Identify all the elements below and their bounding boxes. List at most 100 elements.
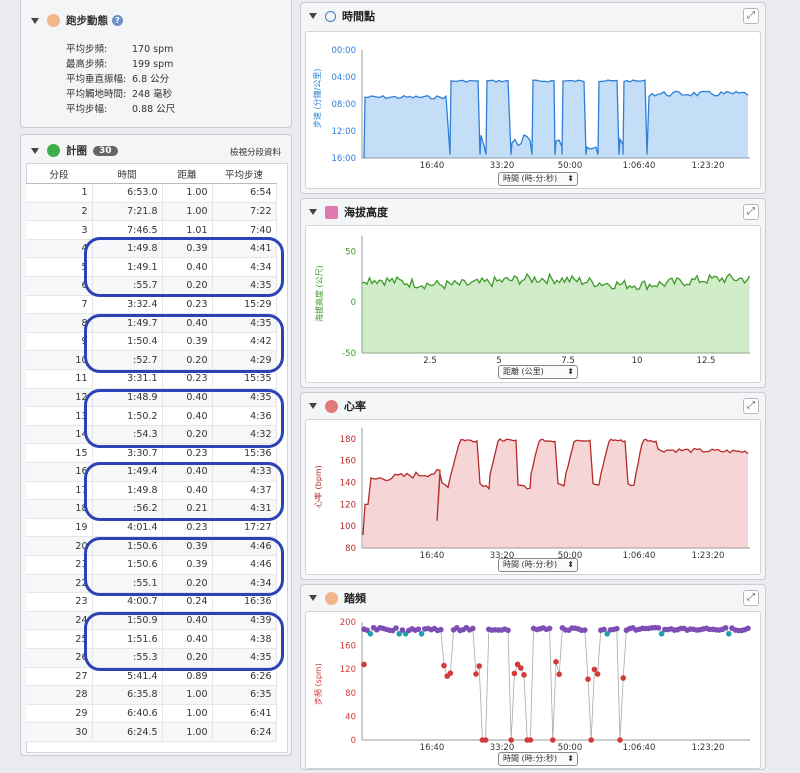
- heart-rate-chart-header[interactable]: 心率: [301, 393, 765, 419]
- annotation-oval: [84, 612, 284, 671]
- lap-number: 14: [26, 425, 93, 445]
- cadence-chart-header[interactable]: 踏頻: [301, 585, 765, 611]
- lap-row[interactable]: 13 1:50.2 0.40 4:36: [26, 406, 277, 426]
- cadence-point: [418, 631, 425, 637]
- y-tick-label: 120: [340, 500, 356, 510]
- lap-row[interactable]: 4 1:49.8 0.39 4:41: [26, 239, 277, 259]
- lap-distance: 0.23: [162, 295, 213, 315]
- lap-row[interactable]: 1 6:53.0 1.00 6:54: [26, 183, 277, 203]
- lap-row[interactable]: 16 1:49.4 0.40 4:33: [26, 462, 277, 482]
- lap-avg-pace: 4:46: [212, 555, 277, 575]
- lap-row[interactable]: 8 1:49.7 0.40 4:35: [26, 313, 277, 333]
- lap-row[interactable]: 6:55.7 0.20 4:35: [26, 276, 277, 296]
- elevation-chart-header[interactable]: 海拔高度: [301, 199, 765, 225]
- expand-icon[interactable]: ⤢: [743, 398, 759, 414]
- lap-number: 3: [26, 220, 93, 240]
- lap-time: :54.3: [92, 425, 163, 445]
- lap-row[interactable]: 27 5:41.4 0.89 6:26: [26, 667, 277, 687]
- lap-row[interactable]: 18:56.2 0.21 4:31: [26, 499, 277, 519]
- elevation-x-axis-select[interactable]: 距離 (公里) ⬍: [498, 365, 578, 379]
- running-dynamics-header[interactable]: 跑步動態 ?: [31, 13, 123, 28]
- expand-icon[interactable]: ⤢: [743, 8, 759, 24]
- lap-time: 3:32.4: [92, 295, 163, 315]
- laps-count-badge: 30: [93, 145, 118, 156]
- cadence-point: [582, 627, 588, 633]
- lap-row[interactable]: 30 6:24.5 1.00 6:24: [26, 722, 277, 742]
- lap-avg-pace: 6:41: [212, 704, 277, 724]
- lap-time: 1:48.9: [92, 388, 163, 408]
- lap-row[interactable]: 29 6:40.6 1.00 6:41: [26, 704, 277, 724]
- col-lap[interactable]: 分段: [26, 165, 92, 185]
- collapse-triangle-icon[interactable]: [309, 13, 317, 19]
- lap-row[interactable]: 11 3:31.1 0.23 15:35: [26, 369, 277, 389]
- lap-distance: 0.23: [162, 443, 213, 463]
- elevation-chart-title: 海拔高度: [344, 206, 388, 219]
- y-tick-label: 40: [345, 712, 356, 722]
- dynamics-row: 平均垂直振幅: 6.8 公分: [66, 74, 170, 85]
- pace-x-axis-select[interactable]: 時間 (時:分:秒) ⬍: [498, 172, 578, 186]
- lap-avg-pace: 17:27: [212, 518, 277, 538]
- cadence-point: [361, 661, 367, 668]
- lap-distance: 0.39: [162, 536, 213, 556]
- collapse-triangle-icon[interactable]: [309, 595, 317, 601]
- lap-row[interactable]: 17 1:49.8 0.40 4:37: [26, 481, 277, 501]
- lap-distance: 1.00: [162, 685, 213, 705]
- x-tick-label: 10: [632, 356, 643, 366]
- collapse-triangle-icon[interactable]: [309, 403, 317, 409]
- lap-distance: 0.23: [162, 518, 213, 538]
- lap-distance: 0.20: [162, 648, 213, 668]
- lap-row[interactable]: 15 3:30.7 0.23 15:36: [26, 443, 277, 463]
- lap-avg-pace: 4:34: [212, 257, 277, 278]
- lap-distance: 1.00: [162, 202, 213, 222]
- lap-row[interactable]: 19 4:01.4 0.23 17:27: [26, 518, 277, 538]
- cadence-point: [393, 625, 399, 631]
- cadence-chart: 200 160 120 80 40 0 16:40 33:20 50:00 1:06:40 1:23…: [340, 618, 751, 753]
- lap-time: :56.2: [92, 499, 163, 519]
- col-distance[interactable]: 距離: [162, 165, 212, 185]
- collapse-triangle-icon[interactable]: [31, 17, 39, 24]
- lap-row[interactable]: 2 7:21.8 1.00 7:22: [26, 202, 277, 222]
- lap-row[interactable]: 5 1:49.1 0.40 4:34: [26, 257, 277, 278]
- lap-row[interactable]: 28 6:35.8 1.00 6:35: [26, 685, 277, 705]
- col-avg-pace[interactable]: 平均步速: [212, 165, 276, 185]
- col-time[interactable]: 時間: [92, 165, 162, 185]
- view-splits-link[interactable]: 檢視分段資料: [229, 148, 281, 158]
- lap-row[interactable]: 10:52.7 0.20 4:29: [26, 350, 277, 371]
- lap-row[interactable]: 24 1:50.9 0.40 4:39: [26, 611, 277, 631]
- lap-row[interactable]: 23 4:00.7 0.24 16:36: [26, 592, 277, 612]
- laps-header[interactable]: 計圈 30: [31, 143, 118, 158]
- lap-distance: 0.21: [162, 499, 213, 519]
- cadence-point: [594, 671, 601, 677]
- collapse-triangle-icon[interactable]: [309, 209, 317, 215]
- lap-row[interactable]: 7 3:32.4 0.23 15:29: [26, 295, 277, 315]
- lap-avg-pace: 4:32: [212, 425, 277, 445]
- expand-icon[interactable]: ⤢: [743, 590, 759, 606]
- heart-rate-x-axis-select[interactable]: 時間 (時:分:秒) ⬍: [498, 558, 578, 572]
- lap-time: 1:50.9: [92, 611, 163, 631]
- lap-row[interactable]: 3 7:46.5 1.01 7:40: [26, 220, 277, 240]
- lap-row[interactable]: 22:55.1 0.20 4:34: [26, 574, 277, 594]
- lap-row[interactable]: 14:54.3 0.20 4:32: [26, 425, 277, 445]
- collapse-triangle-icon[interactable]: [31, 147, 39, 154]
- lap-avg-pace: 4:36: [212, 406, 277, 426]
- pace-chart-header[interactable]: 時間點: [301, 3, 765, 29]
- lap-row[interactable]: 12 1:48.9 0.40 4:35: [26, 388, 277, 408]
- expand-icon[interactable]: ⤢: [743, 204, 759, 220]
- lap-row[interactable]: 21 1:50.6 0.39 4:46: [26, 555, 277, 575]
- y-tick-label: 160: [340, 457, 356, 467]
- lap-time: 1:49.1: [92, 257, 163, 278]
- dynamics-row: 平均觸地時間: 248 毫秒: [66, 89, 173, 100]
- cadence-point: [476, 663, 482, 669]
- lap-row[interactable]: 9 1:50.4 0.39 4:42: [26, 332, 277, 352]
- lap-row[interactable]: 20 1:50.6 0.39 4:46: [26, 536, 277, 556]
- lap-time: 3:30.7: [92, 443, 163, 463]
- info-icon[interactable]: ?: [112, 15, 123, 26]
- lap-row[interactable]: 25 1:51.6 0.40 4:38: [26, 629, 277, 649]
- lap-row[interactable]: 26:55.3 0.20 4:35: [26, 648, 277, 668]
- lap-avg-pace: 4:34: [212, 574, 277, 594]
- cadence-y-axis-label: 步頻 (spm): [314, 663, 323, 705]
- cadence-x-axis-select[interactable]: 時間 (時:分:秒) ⬍: [498, 752, 578, 766]
- dynamics-row: 最高步頻: 199 spm: [66, 59, 174, 70]
- heart-rate-area-fill: [363, 438, 748, 548]
- y-tick-label: 180: [340, 435, 356, 445]
